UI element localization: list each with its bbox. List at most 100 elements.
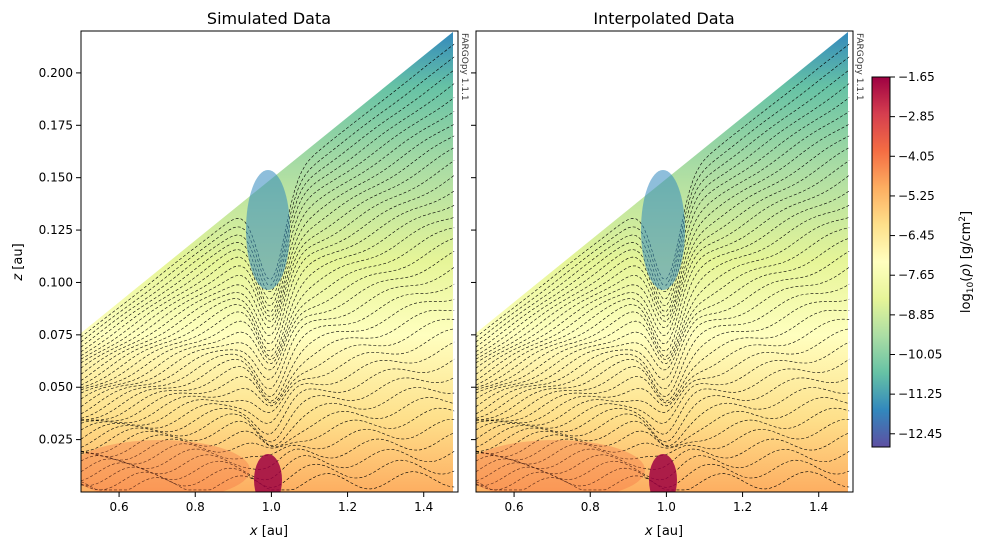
contour-line	[476, 250, 853, 415]
colorbar-tick-label: −8.85	[898, 308, 935, 322]
contour-line	[81, 56, 458, 343]
panel-interpolated: Interpolated Data FARGOpy 1.1.1 0.6 0.8 1.…	[471, 9, 864, 539]
contour-line	[476, 318, 853, 431]
inner-warm-region	[476, 440, 645, 492]
panel-title: Simulated Data	[207, 9, 331, 28]
x-tick-label: 1.4	[809, 500, 828, 514]
unsimulated-region	[454, 31, 458, 492]
contour-line	[81, 328, 458, 440]
contour-line	[476, 357, 853, 452]
panel-title: Interpolated Data	[593, 9, 734, 28]
x-axis-label: x [au]	[644, 524, 683, 539]
y-axis-ticks	[471, 72, 476, 441]
contour-line	[81, 43, 458, 338]
contour-line	[476, 43, 853, 338]
axes-frame	[475, 30, 854, 493]
contour-line	[476, 341, 853, 448]
planet-density-peak	[254, 454, 282, 492]
gap-depletion	[246, 170, 290, 290]
colorbar-tick-label: −4.05	[898, 149, 935, 163]
contour-line	[476, 448, 853, 486]
x-tick-label: 0.6	[505, 500, 524, 514]
gap-depletion	[641, 170, 685, 290]
y-tick-label: 0.200	[39, 66, 73, 80]
contour-line	[476, 189, 853, 389]
y-tick-label: 0.150	[39, 171, 73, 185]
x-axis: 0.6 0.8 1.0 1.2 1.4	[110, 492, 433, 514]
contour-line	[476, 69, 853, 348]
contour-line	[81, 227, 458, 400]
contour-line	[476, 82, 853, 353]
contour-line	[476, 375, 853, 454]
colorbar-tick-label: −12.45	[898, 427, 942, 441]
x-tick-label: 0.8	[581, 500, 600, 514]
contour-line	[476, 309, 853, 424]
x-tick-label: 1.0	[657, 500, 676, 514]
contour-line	[81, 147, 458, 375]
contour-line	[476, 387, 853, 457]
contour-line	[476, 123, 853, 364]
y-tick-label: 0.025	[39, 433, 73, 447]
contour-line	[81, 341, 458, 448]
y-tick-label: 0.050	[39, 380, 73, 394]
contour-line	[81, 318, 458, 431]
x-tick-label: 1.4	[414, 500, 433, 514]
contour-line	[476, 407, 853, 465]
colorbar: −1.65 −2.85 −4.05 −5.25 −6.45 −7.65 −8.85 −10.0…	[871, 70, 976, 448]
contour-line	[81, 375, 458, 454]
y-tick-label: 0.100	[39, 275, 73, 289]
y-tick-label: 0.125	[39, 223, 73, 237]
watermark: FARGOpy 1.1.1	[459, 33, 469, 101]
contour-line	[81, 174, 458, 386]
x-axis-label: x [au]	[249, 524, 288, 539]
contour-line	[81, 97, 458, 356]
contour-line	[81, 69, 458, 348]
contour-line	[476, 237, 853, 407]
contour-line	[81, 387, 458, 457]
contour-line	[81, 407, 458, 465]
contour-line	[81, 265, 458, 419]
contour-line	[476, 97, 853, 356]
contour-line	[476, 174, 853, 386]
contour-line	[81, 123, 458, 364]
colorbar-tick-label: −11.25	[898, 387, 942, 401]
y-axis-label: z [au]	[11, 243, 26, 281]
contour-line	[81, 82, 458, 353]
planet-density-peak	[649, 454, 677, 492]
colorbar-label: log10(ρ) [g/cm2]	[958, 211, 976, 313]
contour-line	[81, 160, 458, 381]
contour-line	[476, 282, 853, 421]
contour-line	[476, 265, 853, 419]
contour-line	[81, 204, 458, 391]
contour-line	[476, 328, 853, 440]
contour-line	[476, 147, 853, 375]
contour-line	[476, 227, 853, 400]
colorbar-tick-label: −7.65	[898, 268, 935, 282]
contour-line	[81, 282, 458, 421]
contour-line	[81, 189, 458, 389]
x-tick-label: 1.2	[733, 500, 752, 514]
unsimulated-region	[849, 31, 853, 492]
contour-line	[476, 135, 853, 369]
axes-frame	[80, 30, 459, 493]
contour-line	[476, 419, 853, 472]
contour-line	[81, 448, 458, 486]
contour-line	[476, 204, 853, 391]
contour-line	[81, 135, 458, 369]
colorbar-tick-label: −1.65	[898, 70, 935, 84]
contour-line	[81, 357, 458, 452]
panel-simulated: Simulated Data FARGOpy 1.1.1 0.6 0.8 1.0 1.…	[11, 9, 469, 539]
contour-line	[81, 237, 458, 407]
contour-line	[476, 217, 853, 394]
contour-line	[476, 160, 853, 381]
colorbar-tick-label: −5.25	[898, 189, 935, 203]
y-tick-label: 0.175	[39, 118, 73, 132]
x-tick-label: 0.8	[186, 500, 205, 514]
colorbar-ticks: −1.65 −2.85 −4.05 −5.25 −6.45 −7.65 −8.85 −10.0…	[890, 70, 942, 441]
y-axis: 0.025 0.050 0.075 0.100 0.125 0.150 0.175 0.200	[39, 66, 81, 447]
colorbar-tick-label: −10.05	[898, 348, 942, 362]
watermark: FARGOpy 1.1.1	[854, 33, 864, 101]
contour-line	[81, 250, 458, 415]
contour-line	[81, 397, 458, 461]
contour-line	[81, 111, 458, 360]
